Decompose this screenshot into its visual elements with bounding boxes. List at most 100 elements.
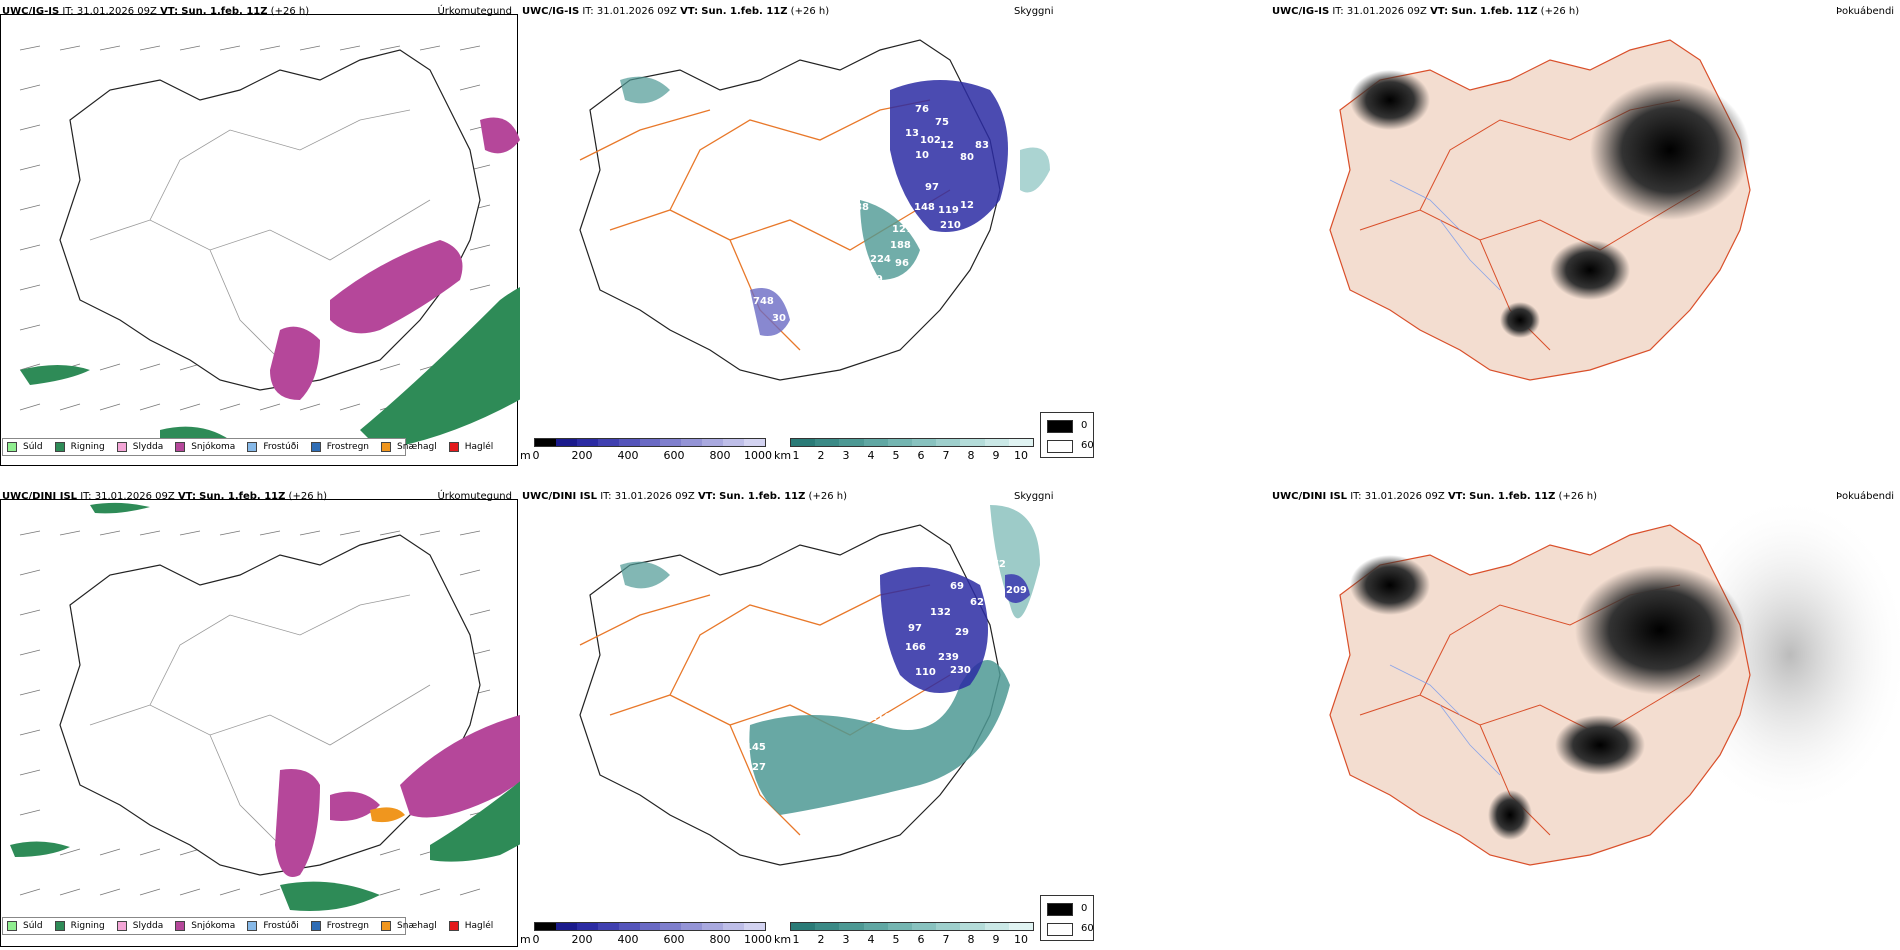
map-value-label: 145 [745, 742, 766, 753]
lead-time: (+26 h) [270, 6, 310, 17]
fog-legend-label: 0 [1081, 903, 1088, 914]
map-value-label: 210 [940, 220, 961, 231]
model-name: UWC/IG-IS [522, 6, 580, 17]
lead-time: (+26 h) [790, 6, 830, 17]
map-value-label: 132 [930, 607, 951, 618]
lead-time: (+26 h) [288, 491, 327, 502]
legend-swatch [175, 442, 186, 452]
model-name: UWC/DINI ISL [522, 491, 598, 502]
rain-area [90, 502, 150, 514]
legend-item: Súld [7, 442, 43, 452]
map-value-label: 116 [870, 712, 891, 723]
ceiling-tick: 600 [663, 933, 685, 946]
map-value-label: 102 [920, 135, 941, 146]
fog-legend: 0 60 [1040, 895, 1094, 941]
panel-title: UWC/DINI ISL IT: 31.01.2026 09Z VT: Sun.… [1272, 491, 1597, 502]
graupel-area [370, 807, 405, 823]
model-name: UWC/DINI ISL [2, 491, 78, 502]
map-value-label: 372 [985, 559, 1006, 570]
visibility-colorbar: km 1 2 3 4 5 6 7 8 9 10 [774, 438, 1038, 464]
ceiling-tick: 400 [617, 933, 639, 946]
ceiling-tick: 800 [709, 933, 731, 946]
fog-area [1488, 790, 1532, 840]
rivers [1389, 664, 1501, 776]
rain-area [360, 287, 520, 450]
map-value-label: 30 [772, 313, 786, 324]
panel-title: UWC/DINI ISL IT: 31.01.2026 09Z VT: Sun.… [2, 491, 327, 502]
model-name: UWC/IG-IS [1272, 6, 1330, 17]
vt-label: VT: [1447, 491, 1466, 502]
map-value-label: 29 [955, 627, 969, 638]
visibility-panel-top: UWC/IG-IS IT: 31.01.2026 09Z VT: Sun. 1.… [520, 0, 1240, 470]
legend-item: Snjókoma [175, 442, 235, 452]
ceiling-colorbar: m 0 200 400 600 800 1000 [520, 922, 772, 948]
map-value-label: 166 [905, 642, 926, 653]
precip-legend: Súld Rigning Slydda Snjókoma Frostúði Fr… [2, 438, 493, 456]
map-value-label: 96 [895, 258, 909, 269]
map-value-label: 97 [908, 623, 922, 634]
visibility-labels: 372 209 62 69 132 97 29 239 230 637 110 … [745, 559, 1027, 773]
visibility-panel-bottom: UWC/DINI ISL IT: 31.01.2026 09Z VT: Sun.… [520, 485, 1240, 950]
ceiling-colorbar-strip [534, 438, 766, 447]
visibility-tick: 1 [792, 449, 800, 462]
visibility-tick: 4 [867, 449, 875, 462]
visibility-tick: 7 [942, 449, 950, 462]
rain-area [20, 365, 90, 385]
ceiling-tick: 0 [532, 449, 540, 462]
legend-item: Slydda [116, 442, 163, 452]
visibility-unit: km [774, 933, 792, 946]
fog-area [1550, 240, 1630, 300]
fog-legend-swatch [1047, 903, 1073, 916]
panel-title: UWC/IG-IS IT: 31.01.2026 09Z VT: Sun. 1.… [1272, 6, 1579, 17]
map-value-label: 209 [1006, 585, 1027, 596]
visibility-tick: 1 [792, 933, 800, 946]
map-value-label: 27 [752, 762, 766, 773]
ceiling-tick: 200 [571, 933, 593, 946]
iceland-outline [59, 49, 481, 391]
legend-swatch [7, 921, 17, 931]
visibility-tick: 10 [1014, 449, 1028, 462]
legend-item: Snæhagl [381, 442, 437, 452]
it-value: 31.01.2026 09Z [76, 6, 157, 17]
low-visibility-area [749, 660, 1010, 815]
map-value-label: 96 [952, 237, 966, 248]
fog-legend-swatch [1047, 440, 1073, 453]
legend-swatch [247, 442, 258, 452]
fog-legend-swatch [1047, 923, 1073, 936]
legend-swatch [116, 921, 127, 931]
map-value-label: 12 [940, 140, 954, 151]
visibility-tick: 8 [967, 449, 975, 462]
lead-time: (+26 h) [1558, 491, 1597, 502]
legend-swatch [54, 921, 65, 931]
vt-label: VT: [680, 6, 699, 17]
panel-title: UWC/IG-IS IT: 31.01.2026 09Z VT: Sun. 1.… [2, 6, 309, 17]
low-visibility-area [620, 561, 670, 589]
map-value-label: 83 [975, 140, 989, 151]
it-label: IT: [62, 6, 74, 17]
visibility-tick: 5 [892, 933, 900, 946]
visibility-tick: 6 [917, 449, 925, 462]
legend-swatch [310, 921, 321, 931]
low-ceiling-area [880, 567, 988, 693]
precip-type-panel-top: UWC/IG-IS IT: 31.01.2026 09Z VT: Sun. 1.… [0, 0, 520, 470]
sea-low-ceiling [1005, 574, 1030, 604]
visibility-labels: 76 75 13 102 83 10 12 80 106 98 97 88 14… [753, 104, 989, 324]
map-value-label: 129 [862, 274, 883, 285]
lead-time: (+26 h) [1540, 6, 1580, 17]
map-value-label: 75 [935, 117, 949, 128]
fog-area [1350, 555, 1430, 615]
map-value-label: 13 [905, 128, 919, 139]
vt-label: VT: [1430, 6, 1449, 17]
legend-item: Frostúði [247, 921, 299, 931]
ceiling-unit: m [520, 933, 531, 946]
panel-type-label: Skyggni [1014, 6, 1054, 17]
lead-time: (+26 h) [808, 491, 847, 502]
fog-map [1329, 495, 1900, 866]
vt-label: VT: [177, 491, 196, 502]
precip-map [10, 502, 520, 911]
map-value-label: 80 [960, 152, 974, 163]
map-value-label: 97 [925, 182, 939, 193]
map-value-label: 69 [950, 581, 964, 592]
vt-value: Sun. 1.feb. 11Z [719, 491, 806, 502]
visibility-map: 76 75 13 102 83 10 12 80 106 98 97 88 14… [579, 39, 1050, 381]
